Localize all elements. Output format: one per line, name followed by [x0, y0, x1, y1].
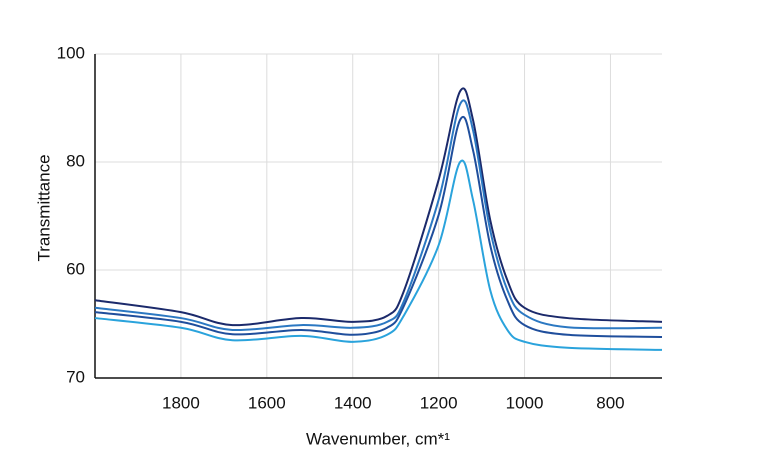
- x-axis-label: Wavenumber, cm*¹: [306, 429, 450, 448]
- y-tick-label: 60: [66, 259, 85, 278]
- data-line: [94, 99, 663, 332]
- y-tick-label: 80: [66, 151, 85, 170]
- x-tick-label: 800: [596, 393, 624, 412]
- x-tick-label: 1400: [334, 393, 372, 412]
- data-line: [94, 159, 663, 351]
- y-tick-label: 100: [57, 43, 85, 62]
- data-line: [94, 87, 663, 327]
- x-tick-label: 1000: [506, 393, 544, 412]
- x-tick-label: 1600: [248, 393, 286, 412]
- data-line: [94, 116, 663, 338]
- x-tick-label: 1200: [420, 393, 458, 412]
- x-tick-label: 1800: [162, 393, 200, 412]
- y-axis-label: Transmittance: [34, 154, 53, 261]
- y-tick-label: 70: [66, 367, 85, 386]
